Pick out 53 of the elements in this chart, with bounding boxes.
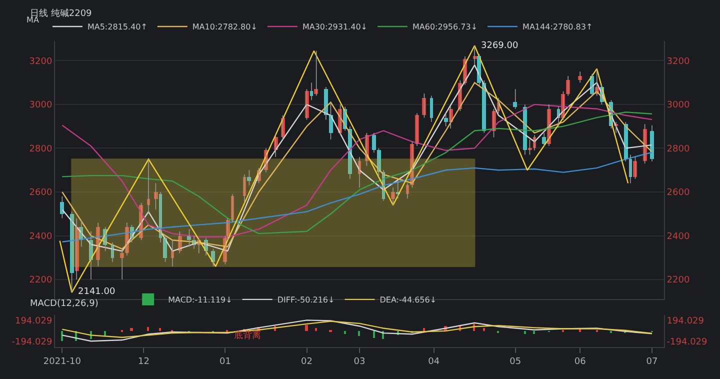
bar — [305, 324, 308, 331]
bar — [358, 330, 360, 336]
y2-tick-label: 3000 — [666, 100, 690, 111]
x-tick-label: 05 — [510, 356, 522, 367]
y-tick-label: 2600 — [29, 188, 52, 198]
legend-label: MA30:2931.40↓ — [302, 22, 368, 32]
x-tick-label: 07 — [646, 356, 658, 367]
bar — [104, 330, 106, 336]
bar — [373, 330, 375, 338]
line-series — [62, 320, 653, 342]
y2-tick-label: 2400 — [666, 232, 690, 242]
y-tick-label: 194.029 — [14, 316, 52, 327]
line-series — [62, 320, 653, 338]
bar — [61, 330, 63, 341]
legend-label: MA144:2780.83↑ — [522, 22, 593, 32]
bar — [423, 328, 425, 331]
y2-tick-label: -194.029 — [666, 337, 708, 348]
y-tick-label: 2800 — [29, 144, 52, 154]
x-tick-label: 12 — [138, 356, 150, 367]
x-tick-label: 03 — [354, 356, 366, 367]
bar — [344, 330, 346, 334]
bar — [524, 330, 526, 334]
bar — [147, 326, 149, 331]
y2-tick-label: 194.029 — [666, 316, 704, 327]
bar — [483, 328, 485, 331]
annotation: 底背离 — [234, 330, 261, 341]
x-tick-label: 04 — [428, 356, 440, 367]
bar — [159, 328, 161, 331]
bar — [315, 328, 317, 331]
legend-label: MA5:2815.40↑ — [87, 22, 148, 32]
legend-label: MACD:-11.119↓ — [168, 296, 232, 305]
legend-label: DEA:-44.656↓ — [380, 296, 437, 305]
y2-tick-label: 2200 — [666, 276, 690, 286]
y-tick-label: -194.029 — [12, 337, 52, 348]
y2-tick-label: 2800 — [666, 144, 690, 154]
legend-label: MA60:2956.73↓ — [412, 22, 478, 32]
annotation: 3269.00 — [481, 41, 518, 51]
x-tick-label: 06 — [574, 356, 586, 367]
bar — [130, 328, 133, 331]
x-tick-label: 02 — [301, 356, 312, 367]
x-tick-label: 2021-10 — [43, 356, 82, 367]
x-tick-label: 01 — [220, 356, 231, 367]
legend-label: DIFF:-50.216↓ — [277, 296, 335, 305]
annotation: 2141.00 — [78, 287, 116, 297]
y-tick-label: 2400 — [29, 232, 52, 242]
y2-tick-label: 2600 — [666, 188, 690, 198]
y-tick-label: 3200 — [29, 56, 52, 67]
y-tick-label: 2200 — [29, 276, 52, 286]
bar — [533, 330, 535, 334]
y-tick-label: 3000 — [29, 100, 52, 111]
legend-label: MA10:2782.80↓ — [192, 22, 258, 32]
chart-title: MACD(12,26,9) — [30, 299, 98, 309]
y2-tick-label: 3200 — [666, 56, 690, 67]
